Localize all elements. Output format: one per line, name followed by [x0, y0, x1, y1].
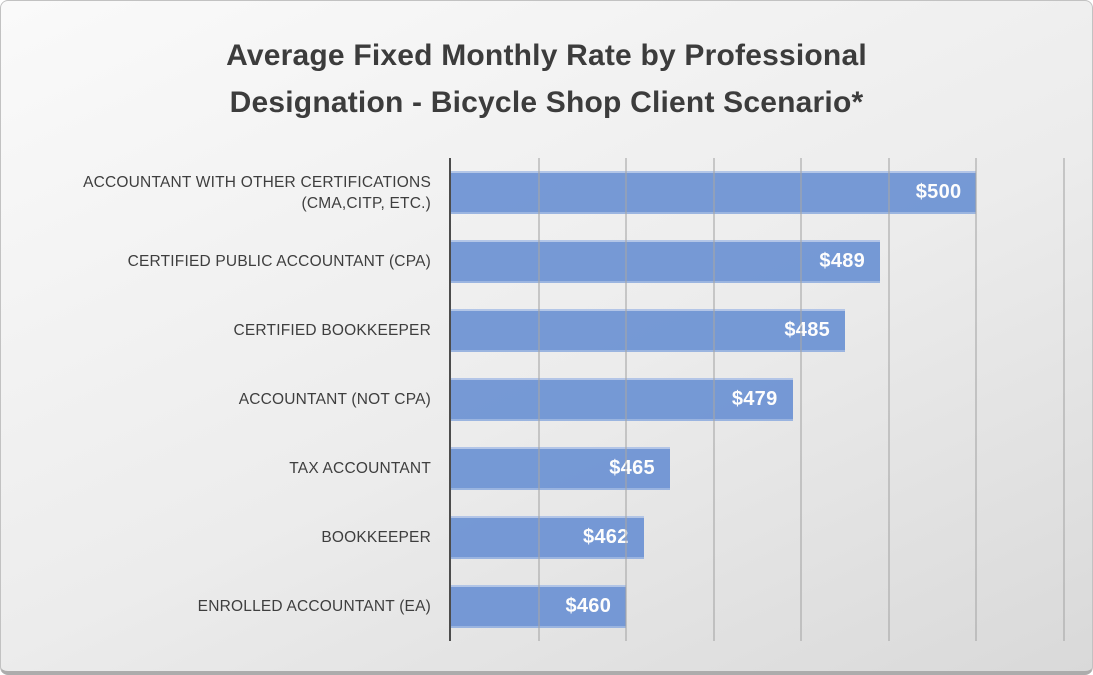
category-label: CERTIFIED PUBLIC ACCOUNTANT (CPA) [127, 253, 431, 270]
bar: $462 [451, 516, 644, 559]
category-label: ACCOUNTANT WITH OTHER CERTIFICATIONS (CM… [83, 173, 431, 212]
bar-value-label: $489 [819, 250, 866, 272]
bar-row: $479 [451, 365, 1064, 434]
category-label: ACCOUNTANT (NOT CPA) [238, 391, 431, 408]
gridline [625, 158, 628, 641]
chart-title-line-1: Average Fixed Monthly Rate by Profession… [226, 39, 867, 72]
bar-value-label: $462 [582, 526, 629, 548]
bar-value-label: $500 [915, 181, 962, 203]
bar-row: $485 [451, 296, 1064, 365]
bar: $489 [451, 240, 881, 283]
gridline [887, 158, 890, 641]
chart-title-line-2: Designation - Bicycle Shop Client Scenar… [229, 86, 864, 119]
gridline [975, 158, 978, 641]
bar-value-label: $485 [784, 319, 831, 341]
bar-row: $489 [451, 227, 1064, 296]
chart-title: Average Fixed Monthly Rate by Profession… [1, 32, 1092, 126]
gridline [537, 158, 540, 641]
plot-area: $500 $489 $485 $479 $465 $462 $460 [449, 158, 1065, 641]
bar-row: $460 [451, 572, 1064, 641]
bar-value-label: $479 [731, 388, 778, 410]
category-label: TAX ACCOUNTANT [289, 460, 431, 477]
category-label: BOOKKEEPER [321, 529, 431, 546]
bar: $479 [451, 378, 793, 421]
bar-row: $465 [451, 434, 1064, 503]
gridline [1063, 158, 1065, 641]
category-label: ENROLLED ACCOUNTANT (EA) [197, 598, 431, 615]
bar-row: $462 [451, 503, 1064, 572]
gridline [800, 158, 803, 641]
category-axis-labels: ACCOUNTANT WITH OTHER CERTIFICATIONS (CM… [1, 158, 431, 641]
gridline [712, 158, 715, 641]
bar-value-label: $465 [609, 457, 655, 479]
bar: $485 [451, 309, 846, 352]
bar-row: $500 [451, 158, 1064, 227]
bar: $465 [451, 447, 670, 490]
bar-value-label: $460 [565, 595, 612, 617]
category-label: CERTIFIED BOOKKEEPER [233, 322, 431, 339]
